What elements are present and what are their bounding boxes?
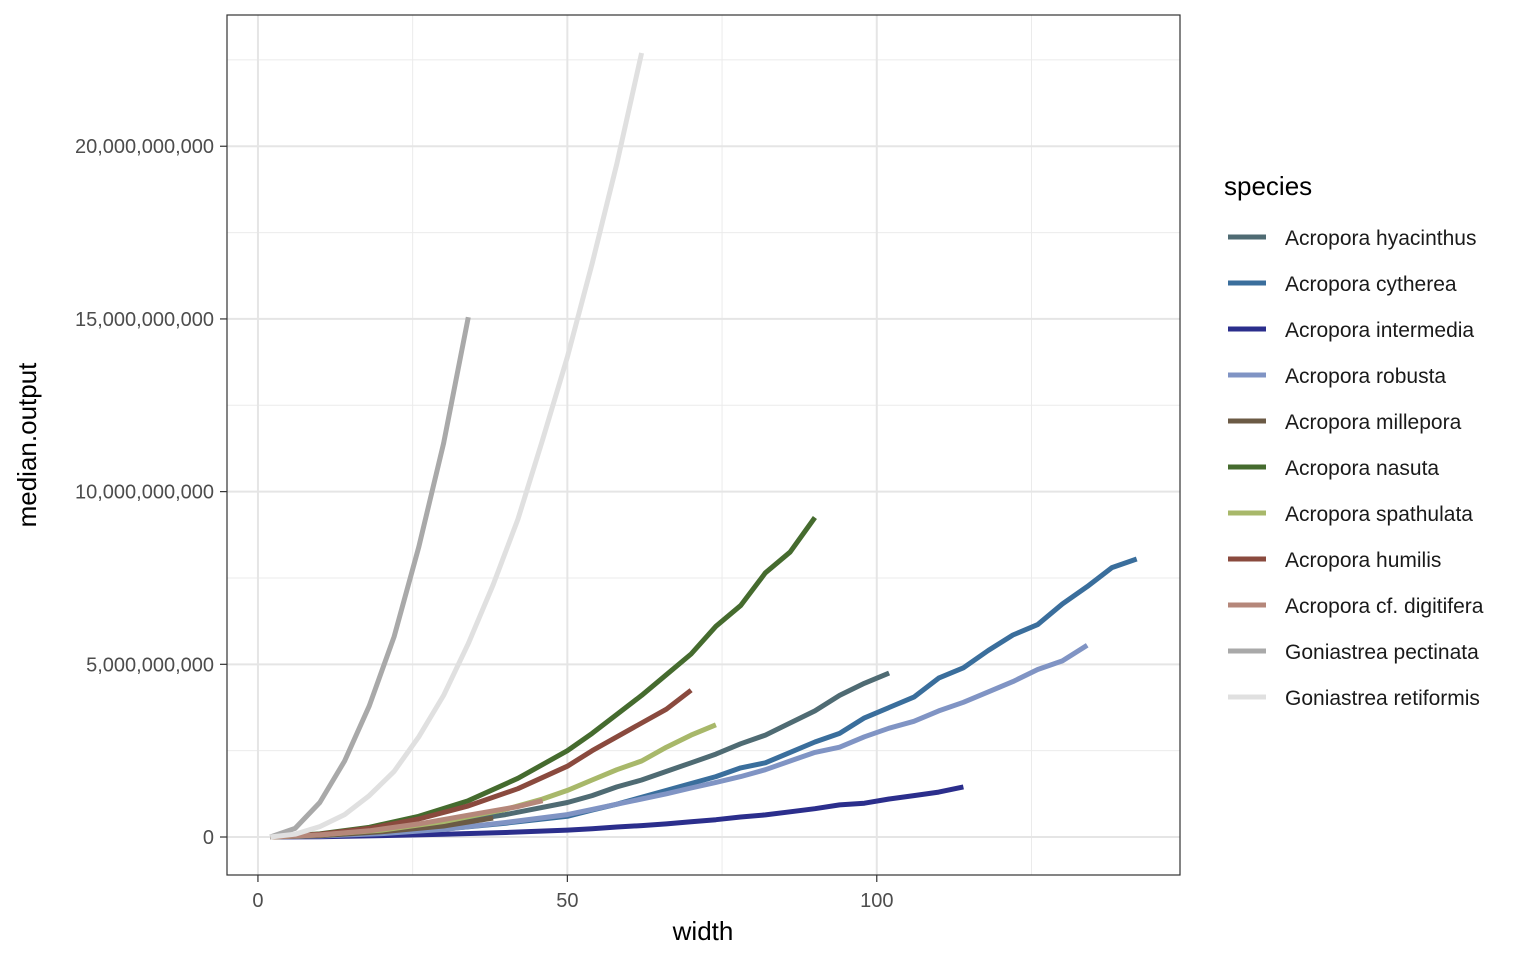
y-tick-label: 10,000,000,000 [75, 482, 214, 504]
legend-label-acropora-hyacinthus: Acropora hyacinthus [1285, 227, 1476, 250]
legend: species Acropora hyacinthus Acropora cyth… [1224, 171, 1484, 710]
minor-gridlines [227, 15, 1180, 875]
y-tick-label: 15,000,000,000 [75, 309, 214, 331]
series-line-acropora-intermedia [270, 784, 964, 840]
y-tick-label: 0 [203, 827, 214, 849]
legend-label-goniastrea-retiformis: Goniastrea retiformis [1285, 687, 1480, 710]
series-line-acropora-robusta [270, 643, 1089, 840]
series-line-acropora-cf-digitifera [270, 798, 544, 840]
x-tick-label: 0 [252, 890, 263, 912]
x-axis: 0 50 100 [252, 875, 893, 912]
y-tick-label: 20,000,000,000 [75, 136, 214, 158]
legend-label-acropora-robusta: Acropora robusta [1285, 365, 1446, 388]
series-line-goniastrea-retiformis [270, 52, 645, 840]
x-axis-title: width [672, 916, 734, 946]
legend-label-acropora-millepora: Acropora millepora [1285, 411, 1462, 434]
legend-label-acropora-humilis: Acropora humilis [1285, 549, 1441, 572]
series-lines [269, 52, 1138, 840]
y-tick-label: 5,000,000,000 [86, 654, 214, 676]
legend-label-acropora-cf-digitifera: Acropora cf. digitifera [1285, 595, 1484, 618]
legend-label-acropora-cytherea: Acropora cytherea [1285, 273, 1457, 296]
legend-title: species [1224, 171, 1312, 201]
legend-label-acropora-intermedia: Acropora intermedia [1285, 319, 1474, 342]
x-tick-label: 100 [860, 890, 893, 912]
y-axis-title: median.output [12, 362, 42, 528]
plot-panel-border [226, 14, 1181, 876]
legend-label-acropora-spathulata: Acropora spathulata [1285, 503, 1473, 526]
y-axis: 0 5,000,000,000 10,000,000,000 15,000,000,0… [75, 136, 227, 849]
series-line-goniastrea-pectinata [269, 316, 471, 840]
legend-label-goniastrea-pectinata: Goniastrea pectinata [1285, 641, 1479, 664]
legend-label-acropora-nasuta: Acropora nasuta [1285, 457, 1439, 480]
x-tick-label: 50 [556, 890, 578, 912]
